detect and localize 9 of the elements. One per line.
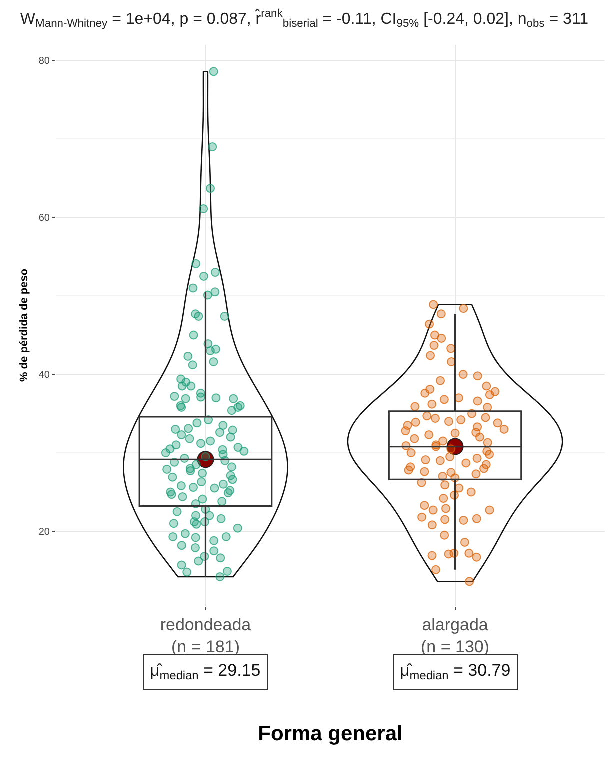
y-tick-label: 20 [38,526,50,538]
text: μ̂$_{median}$ = 29.15 [150,661,261,683]
y-tick-label: 80 [38,56,50,68]
x-axis-title: Forma general [258,722,403,746]
text: μ̂$_{median}$ = 30.79 [400,661,511,683]
chart-title: W$_{Mann-Whitney}$ = 1e+04, p = 0.087, r̂$^{rank}$$_{biserial}$ = -0.11, CI$_{95%}$ [-0.24, 0.02], n$_{obs}$ = 311 [20,8,589,30]
y-axis-title: % de pérdida de peso [18,268,31,382]
y-tick-label: 40 [38,370,50,382]
y-tick-label: 60 [38,213,50,224]
